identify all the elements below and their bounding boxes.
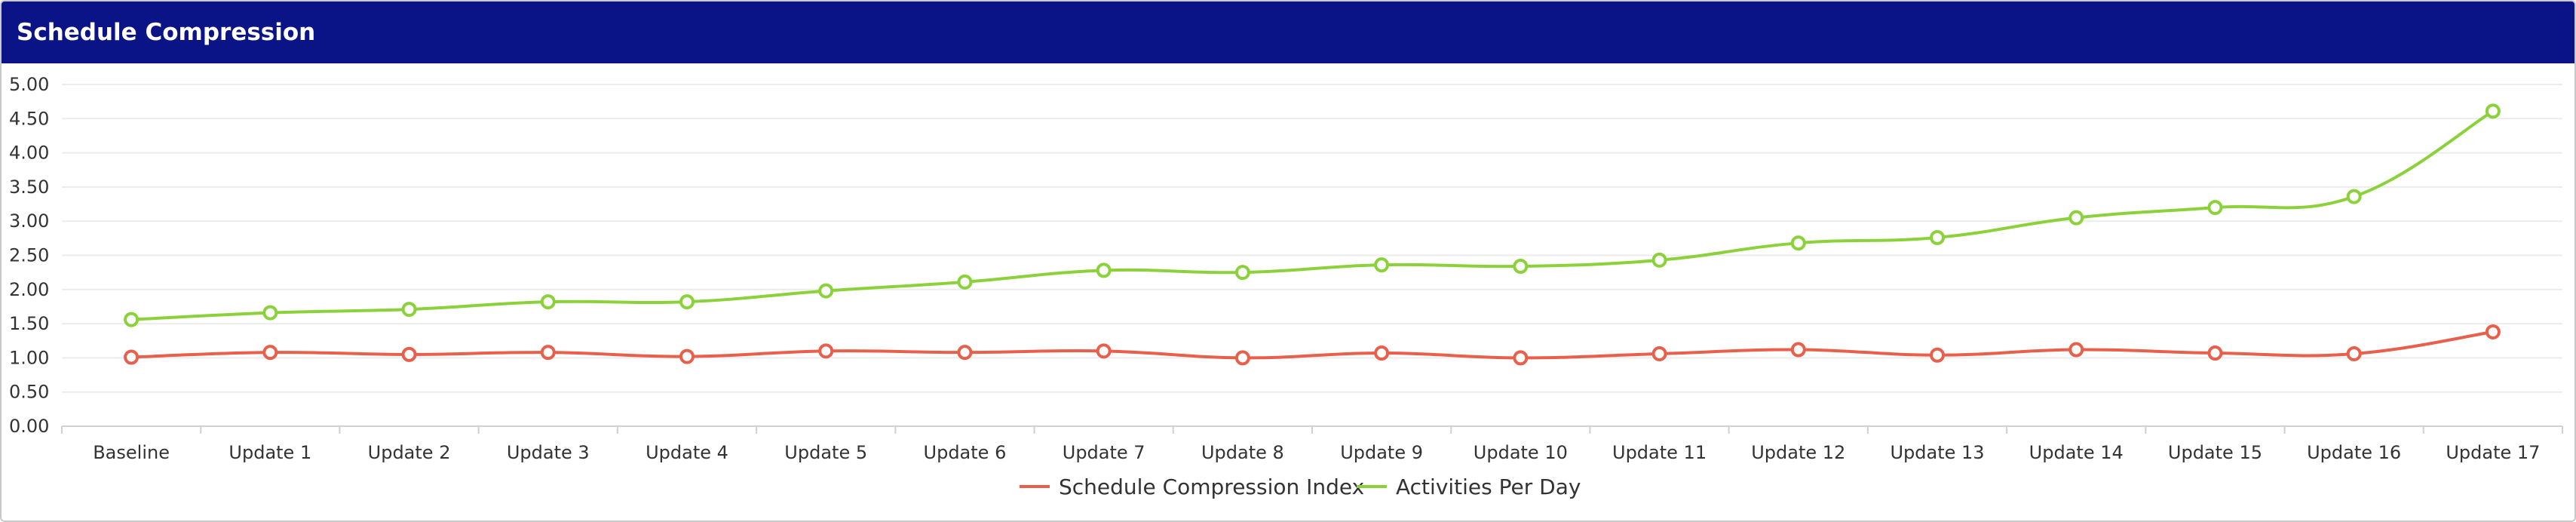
data-point (1651, 252, 1667, 268)
data-point (124, 349, 140, 365)
data-point (540, 345, 556, 361)
legend: Schedule Compression Index Activities Per… (1020, 474, 1581, 499)
x-tick-label: Update 6 (924, 442, 1007, 463)
x-tick-label: Update 12 (1751, 442, 1845, 463)
data-point (2068, 342, 2084, 358)
data-point (2485, 103, 2501, 119)
y-tick-label: 3.00 (9, 210, 49, 232)
data-point (1234, 265, 1250, 281)
card-title: Schedule Compression (17, 19, 316, 46)
data-point (2207, 200, 2223, 216)
x-tick-label: Update 14 (2029, 442, 2124, 463)
y-tick-label: 1.50 (9, 313, 49, 334)
y-tick-label: 0.50 (9, 382, 49, 403)
series-schedule-compression-index (124, 324, 2501, 366)
x-axis-ticks: Baseline Update 1 Update 2 Update 3 Update 4… (61, 426, 2563, 463)
data-point (679, 294, 695, 310)
y-tick-label: 5.00 (9, 74, 49, 95)
data-point (1234, 350, 1250, 366)
y-tick-label: 4.00 (9, 143, 49, 164)
y-tick-label: 1.00 (9, 347, 49, 368)
data-point (262, 345, 278, 361)
x-tick-label: Update 4 (646, 442, 728, 463)
x-tick-label: Update 3 (507, 442, 590, 463)
data-point (2485, 324, 2501, 339)
data-point (818, 343, 834, 359)
y-tick-label: 2.50 (9, 245, 49, 266)
x-tick-label: Update 9 (1340, 442, 1423, 463)
data-point (1930, 229, 1945, 245)
y-tick-label: 0.00 (9, 416, 49, 437)
data-point (1374, 257, 1390, 273)
data-point (1930, 347, 1945, 363)
x-tick-label: Update 10 (1474, 442, 1568, 463)
data-point (2346, 345, 2362, 361)
data-point (1790, 235, 1806, 251)
x-tick-label: Update 7 (1063, 442, 1145, 463)
data-point (1374, 345, 1390, 361)
legend-item: Activities Per Day (1357, 474, 1581, 499)
y-tick-label: 3.50 (9, 177, 49, 198)
y-gridlines (62, 84, 2562, 427)
data-point (1790, 342, 1806, 358)
y-tick-label: 2.00 (9, 279, 49, 300)
y-tick-label: 4.50 (9, 108, 49, 129)
x-tick-label: Update 5 (784, 442, 867, 463)
x-tick-label: Update 2 (368, 442, 451, 463)
data-point (2068, 210, 2084, 226)
x-tick-label: Update 13 (1890, 442, 1984, 463)
x-tick-label: Update 17 (2446, 442, 2540, 463)
legend-item: Schedule Compression Index (1020, 474, 1364, 499)
data-point (2207, 345, 2223, 361)
series-activities-per-day (124, 103, 2501, 327)
data-point (818, 283, 834, 299)
y-axis-ticks: 0.00 0.50 1.00 1.50 2.00 2.50 3.00 3.50 4.00 4.50… (9, 74, 49, 437)
data-point (2346, 189, 2362, 204)
data-point (957, 274, 973, 290)
data-point (1096, 263, 1112, 278)
data-point (1651, 345, 1667, 361)
x-tick-label: Update 15 (2168, 442, 2262, 463)
x-tick-label: Update 8 (1201, 442, 1284, 463)
data-point (1513, 258, 1529, 274)
x-tick-label: Update 11 (1612, 442, 1707, 463)
legend-label: Schedule Compression Index (1059, 474, 1364, 499)
x-tick-label: Update 1 (228, 442, 311, 463)
data-point (401, 302, 417, 318)
data-point (957, 345, 973, 361)
series-line (131, 109, 2494, 321)
data-point (540, 294, 556, 310)
x-tick-label: Update 16 (2307, 442, 2401, 463)
data-point (262, 305, 278, 321)
card-header: Schedule Compression (2, 2, 2574, 63)
data-point (1096, 343, 1112, 359)
data-point (401, 346, 417, 362)
legend-label: Activities Per Day (1396, 474, 1581, 499)
data-point (1513, 350, 1529, 366)
data-point (679, 349, 695, 364)
x-tick-label: Baseline (93, 442, 170, 463)
data-point (124, 312, 140, 327)
series-line (131, 330, 2494, 360)
